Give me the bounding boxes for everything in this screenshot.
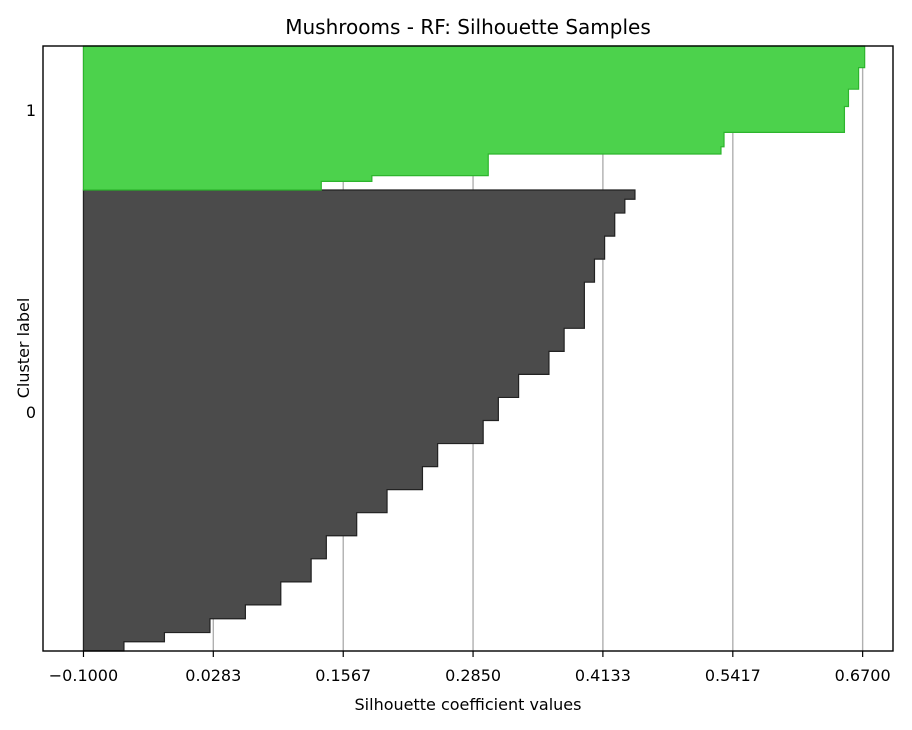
cluster-0-area (82, 189, 636, 652)
x-tick-label: −0.1000 (49, 666, 118, 685)
chart-title: Mushrooms - RF: Silhouette Samples (285, 15, 651, 39)
plot-frame (42, 45, 894, 652)
cluster-1-area (82, 45, 866, 191)
x-tick-label: 0.2850 (445, 666, 501, 685)
x-tick-label: 0.5417 (705, 666, 761, 685)
x-tick-label: 0.4133 (575, 666, 631, 685)
y-axis-label: Cluster label (14, 298, 33, 399)
x-axis-ticks: −0.1000 0.0283 0.1567 0.2850 0.4133 0.5417 0.6… (49, 651, 891, 685)
x-axis-label: Silhouette coefficient values (355, 695, 582, 714)
cluster-areas (82, 45, 866, 652)
x-tick-label: 0.6700 (835, 666, 891, 685)
y-axis-ticks: 01 (26, 101, 36, 422)
x-tick-label: 0.0283 (185, 666, 241, 685)
x-tick-label: 0.1567 (315, 666, 371, 685)
y-tick-label: 1 (26, 101, 36, 120)
y-tick-label: 0 (26, 403, 36, 422)
